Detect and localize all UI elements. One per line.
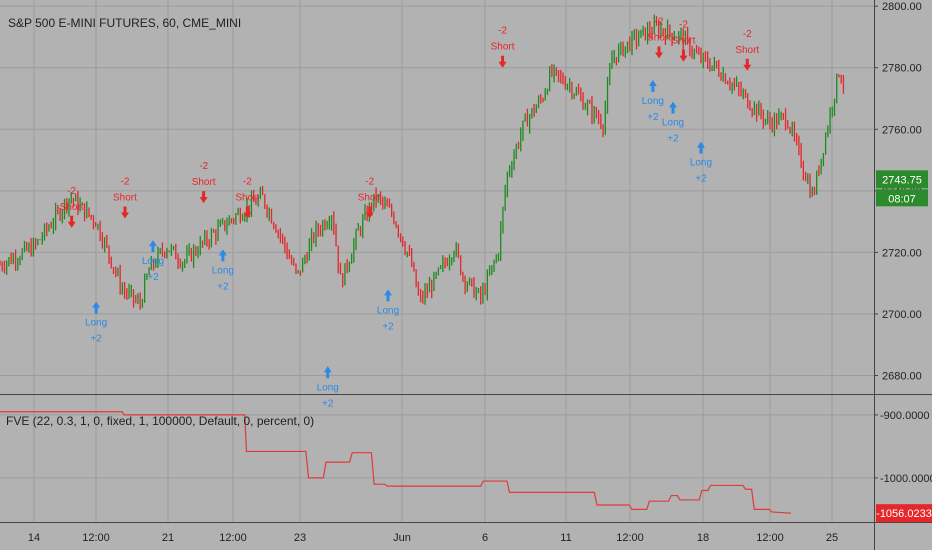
short-signal-label: -2 — [743, 29, 752, 40]
equity-axis-label: -1000.0000 — [880, 473, 932, 485]
time-axis-label: Jun — [393, 532, 411, 544]
long-signal-label: Long — [317, 382, 339, 393]
time-axis-label: 11 — [560, 532, 571, 544]
time-axis-label: 25 — [826, 532, 838, 544]
chart-title: S&P 500 E-MINI FUTURES, 60, CME_MINI — [8, 16, 242, 30]
long-signal-text: +2 — [217, 281, 229, 292]
equity-value-badge — [876, 504, 932, 523]
long-signal-text: +2 — [322, 398, 334, 409]
price-axis-label: 2780.00 — [882, 63, 922, 75]
short-arrow-icon — [120, 206, 129, 219]
short-arrow-icon — [743, 58, 752, 71]
time-axis-label: 12:00 — [82, 532, 110, 544]
long-arrow-icon — [92, 301, 101, 314]
time-axis-label: 12:00 — [756, 532, 784, 544]
short-arrow-icon — [679, 49, 688, 62]
price-axis-label: 2680.00 — [882, 371, 922, 383]
short-signal-label: -2 — [655, 16, 664, 27]
price-axis-label: 2760.00 — [882, 124, 922, 136]
long-arrow-icon — [648, 80, 657, 93]
time-axis-label: 21 — [162, 532, 174, 544]
long-signal-text: +2 — [695, 174, 707, 185]
time-axis-label: 12:00 — [219, 532, 247, 544]
short-arrow-icon — [365, 206, 374, 219]
short-arrow-icon — [243, 206, 252, 219]
short-arrow-icon — [199, 191, 208, 204]
long-arrow-icon — [384, 289, 393, 302]
short-signal-text: Short — [235, 193, 259, 204]
last-price-badge — [876, 170, 928, 189]
long-arrow-icon — [696, 141, 705, 154]
long-signal-text: +2 — [667, 134, 679, 145]
short-signal-text: Short — [491, 42, 515, 53]
short-signal-text: Short — [60, 202, 84, 213]
long-signal-label: Long — [142, 256, 164, 267]
short-signal-text: Short — [672, 36, 696, 47]
short-signal-text: Short — [735, 45, 759, 56]
last-price-value: 2743.75 — [882, 174, 922, 186]
equity-axis-label: -900.0000 — [880, 410, 930, 422]
short-arrow-icon — [67, 215, 76, 228]
short-signal-text: Short — [358, 193, 382, 204]
long-signal-text: +2 — [647, 112, 659, 123]
long-signal-label: Long — [377, 305, 399, 316]
long-arrow-icon — [323, 366, 332, 379]
short-signal-label: -2 — [498, 26, 507, 37]
time-axis-label: 14 — [28, 532, 40, 544]
time-axis-label: 18 — [697, 532, 709, 544]
short-signal-text: Short — [113, 193, 137, 204]
long-signal-text: +2 — [90, 334, 102, 345]
price-axis-label: 2800.00 — [882, 1, 922, 13]
long-signal-label: Long — [85, 318, 107, 329]
short-signal-label: -2 — [243, 177, 252, 188]
long-arrow-icon — [148, 240, 157, 253]
long-signal-label: Long — [212, 265, 234, 276]
short-signal-label: -2 — [365, 177, 374, 188]
time-axis-label: 6 — [482, 532, 488, 544]
long-signal-text: +2 — [147, 272, 159, 283]
equity-line — [0, 411, 792, 514]
time-axis-label: 23 — [294, 532, 306, 544]
long-signal-label: Long — [662, 118, 684, 129]
indicator-title: FVE (22, 0.3, 1, 0, fixed, 1, 100000, De… — [6, 414, 315, 428]
long-signal-text: +2 — [382, 321, 394, 332]
short-signal-text: Short — [647, 32, 671, 43]
price-axis-label: 2700.00 — [882, 309, 922, 321]
price-axis-label: 2720.00 — [882, 247, 922, 259]
short-signal-label: -2 — [199, 161, 208, 172]
bar-timer-badge — [876, 189, 928, 207]
long-arrow-icon — [218, 249, 227, 262]
time-axis-label: 12:00 — [616, 532, 644, 544]
short-signal-label: -2 — [121, 177, 130, 188]
short-signal-label: -2 — [679, 20, 688, 31]
short-arrow-icon — [654, 46, 663, 59]
equity-value: -1056.0233 — [876, 508, 932, 520]
short-signal-text: Short — [192, 177, 216, 188]
bar-timer-value: 08:07 — [888, 193, 916, 205]
long-signal-label: Long — [642, 96, 664, 107]
long-arrow-icon — [668, 101, 677, 114]
long-signal-label: Long — [690, 158, 712, 169]
short-arrow-icon — [498, 55, 507, 68]
short-signal-label: -2 — [67, 186, 76, 197]
